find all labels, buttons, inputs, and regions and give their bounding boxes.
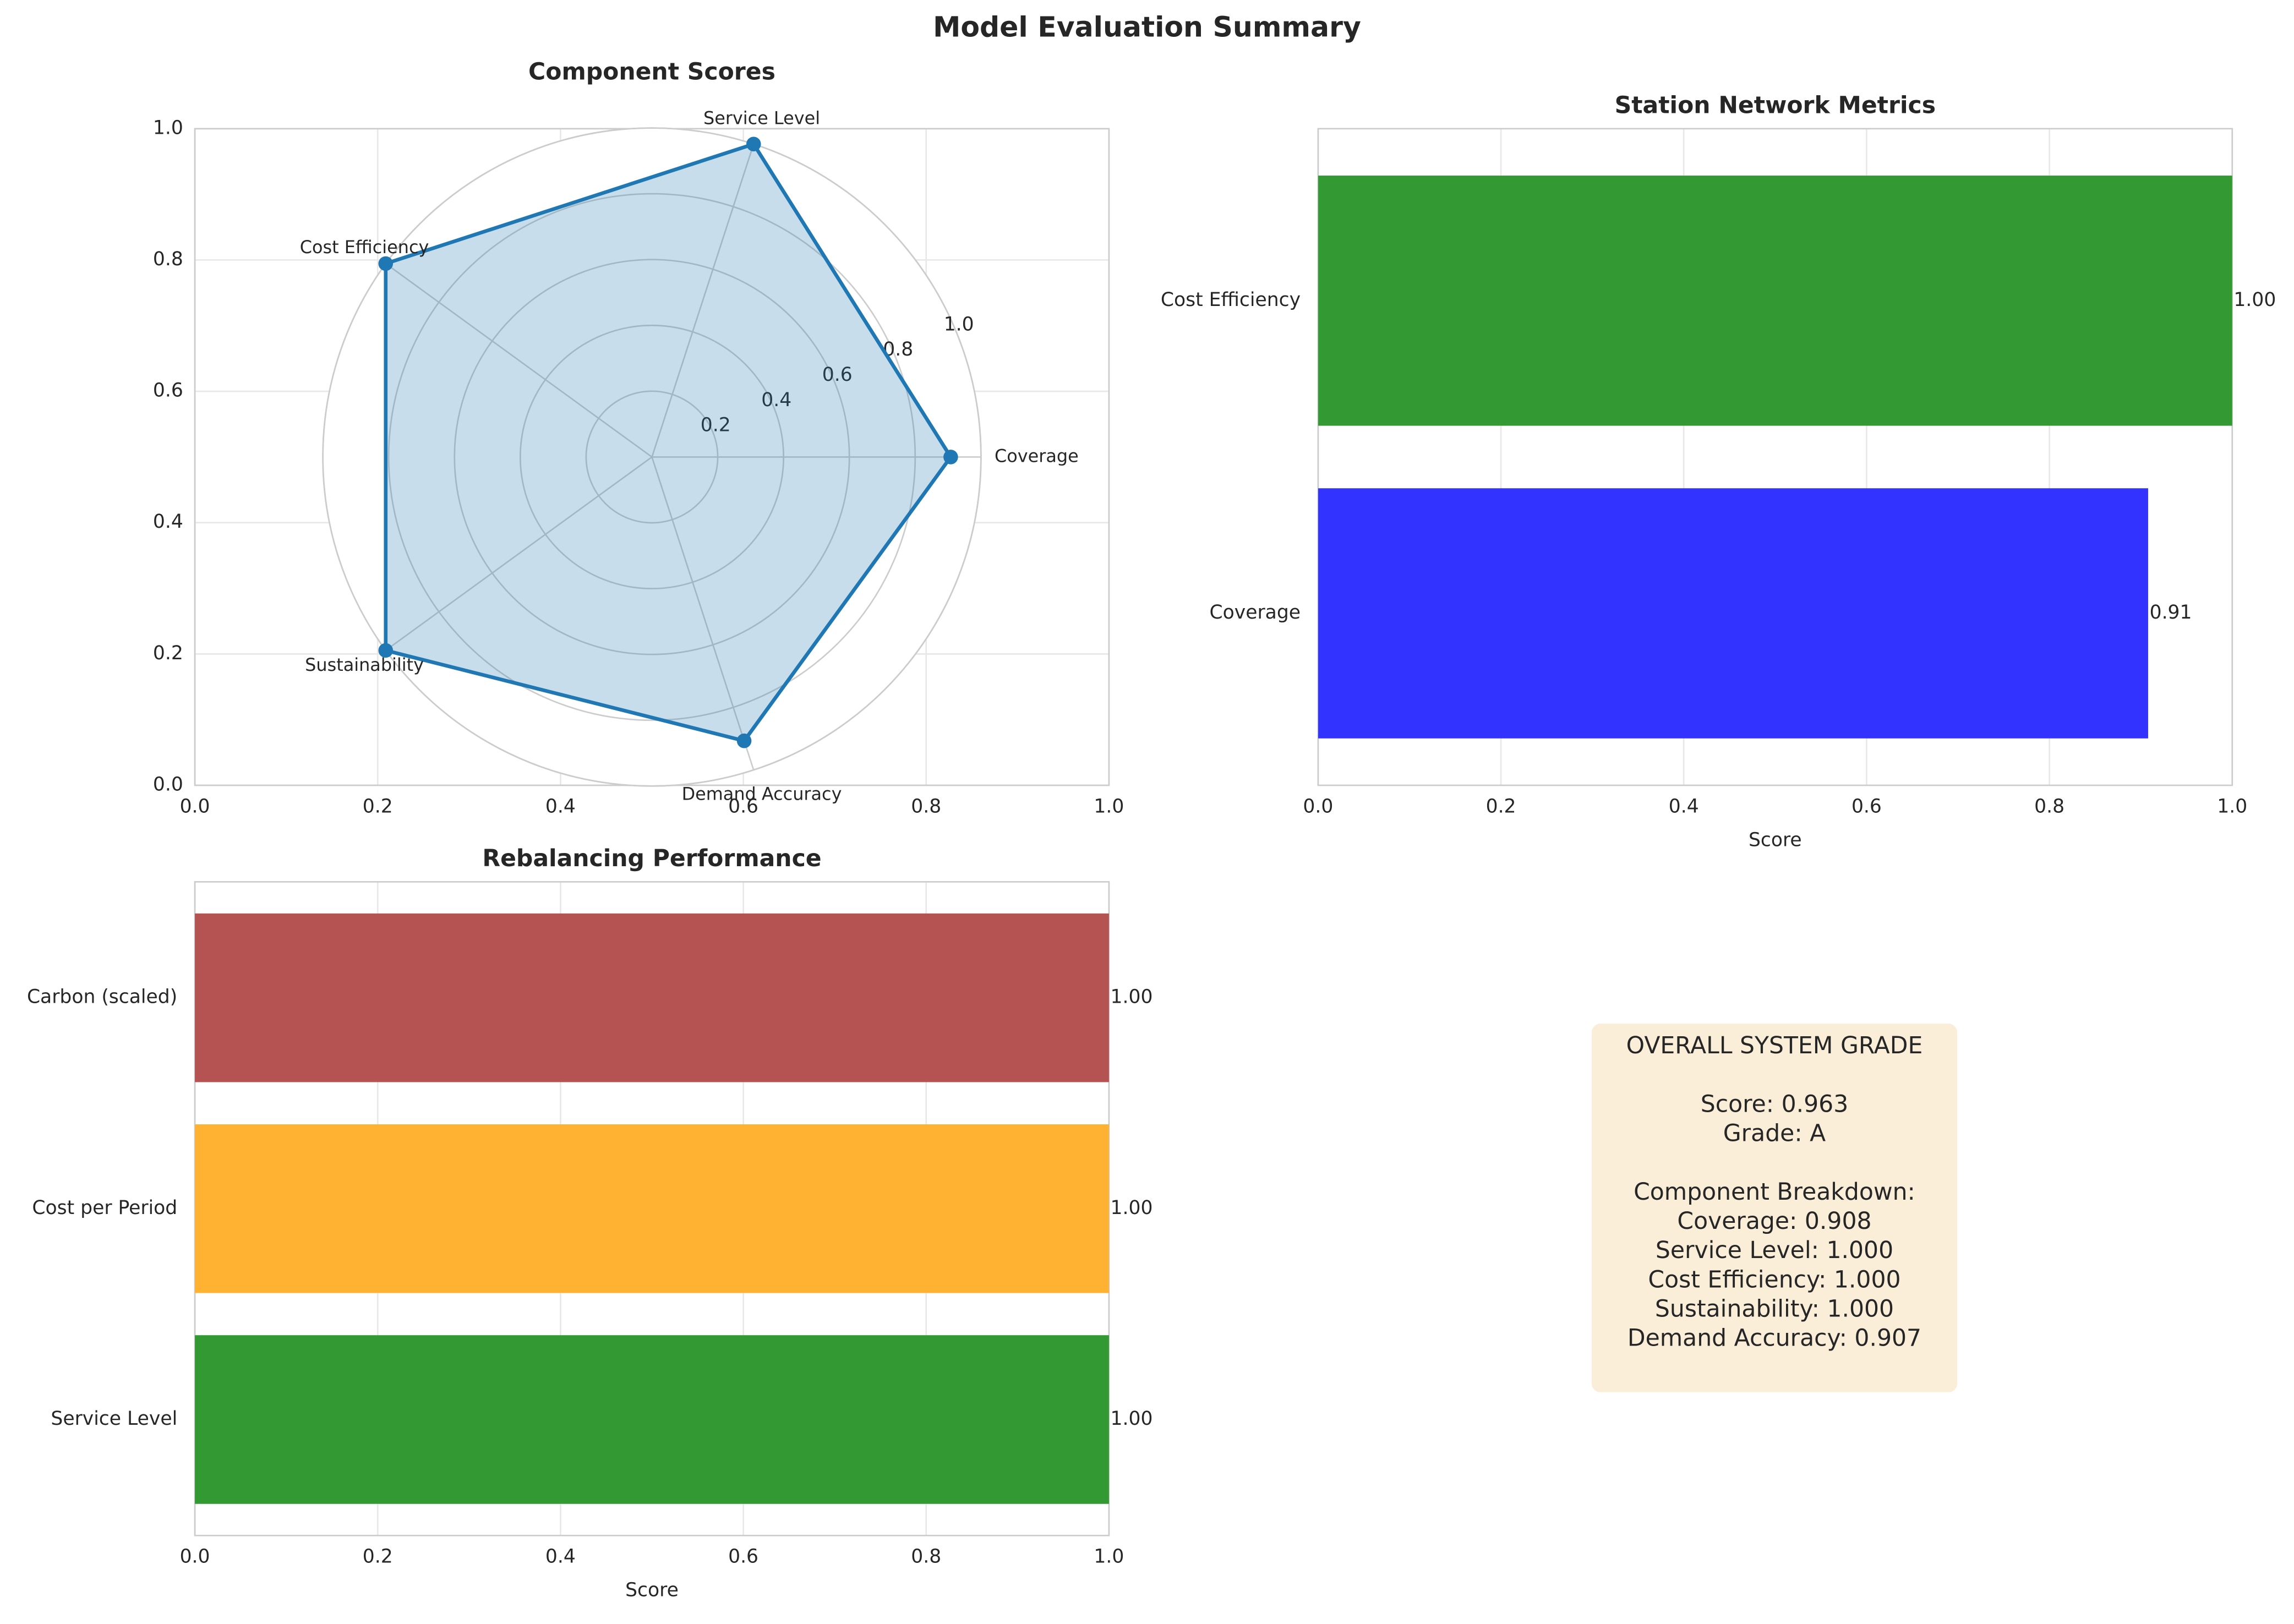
summary-line: Component Breakdown: (1634, 1179, 1915, 1206)
radar-point (943, 450, 958, 464)
bar (195, 913, 1109, 1082)
category-label: Demand Accuracy (682, 784, 842, 805)
summary-line: Cost Efficiency: 1.000 (1648, 1266, 1900, 1293)
y-tick-label: Coverage (1210, 602, 1301, 624)
spoke (651, 457, 755, 770)
radar-point (378, 643, 394, 658)
y-tick-label: 1.0 (153, 117, 183, 139)
x-axis-label: Score (1749, 829, 1802, 851)
y-tick-label: 0.0 (153, 773, 183, 795)
y-tick-label: Cost per Period (32, 1197, 177, 1219)
x-axis-label: Score (625, 1579, 679, 1601)
x-tick-label: 0.6 (728, 1546, 758, 1568)
y-tick-label: 0.4 (153, 511, 183, 533)
summary-line: OVERALL SYSTEM GRADE (1626, 1032, 1923, 1059)
x-tick-label: 0.4 (545, 795, 576, 817)
figure-title: Model Evaluation Summary (933, 11, 1361, 43)
category-label: Service Level (703, 107, 820, 128)
category-label: Coverage (995, 445, 1079, 466)
chart-title: Rebalancing Performance (482, 845, 821, 872)
summary-line: Coverage: 0.908 (1677, 1208, 1871, 1235)
bar (1318, 488, 2148, 739)
x-tick-label: 0.2 (363, 1546, 393, 1568)
x-tick-label: 0.8 (911, 795, 941, 817)
r-tick-label: 0.4 (761, 389, 791, 411)
summary-line: Score: 0.963 (1701, 1091, 1849, 1118)
r-tick-label: 0.6 (822, 364, 853, 386)
radar-area (384, 141, 953, 743)
x-tick-label: 0.0 (180, 795, 210, 817)
bar (195, 1335, 1109, 1504)
summary-box (1591, 1024, 1958, 1392)
x-tick-label: 0.8 (911, 1546, 941, 1568)
x-tick-label: 0.4 (1669, 795, 1699, 817)
x-tick-label: 0.0 (180, 1546, 210, 1568)
category-label: Cost Efficiency (300, 237, 429, 258)
bar (195, 1124, 1109, 1293)
y-tick-label: Carbon (scaled) (27, 986, 177, 1008)
summary-line: Demand Accuracy: 0.907 (1627, 1325, 1921, 1352)
spoke (385, 263, 653, 458)
x-tick-label: 0.0 (1303, 795, 1333, 817)
value-label: 1.00 (2233, 289, 2276, 311)
axes-frame (1317, 128, 2233, 786)
x-tick-label: 0.8 (2034, 795, 2064, 817)
x-tick-label: 0.6 (1851, 795, 1882, 817)
spoke (385, 456, 653, 651)
radar-point (736, 733, 752, 748)
r-tick-label: 1.0 (944, 313, 974, 335)
value-label: 1.00 (1111, 1197, 1153, 1219)
y-tick-label: 0.6 (153, 380, 183, 402)
radar-point (378, 256, 394, 271)
y-tick-label: 0.2 (153, 642, 183, 664)
x-tick-label: 1.0 (1094, 1546, 1124, 1568)
category-label: Sustainability (305, 654, 424, 675)
value-label: 0.91 (2150, 602, 2192, 624)
x-tick-label: 0.4 (545, 1546, 576, 1568)
chart-title: Station Network Metrics (1615, 92, 1936, 119)
r-tick-label: 0.2 (701, 414, 731, 436)
value-label: 1.00 (1111, 986, 1153, 1008)
spoke (651, 144, 755, 457)
summary-line: Grade: A (1723, 1120, 1826, 1147)
bar (1318, 176, 2232, 426)
x-tick-label: 0.2 (1486, 795, 1516, 817)
y-tick-label: 0.8 (153, 248, 183, 270)
x-tick-label: 0.6 (728, 795, 758, 817)
x-tick-label: 0.2 (363, 795, 393, 817)
x-tick-label: 1.0 (1094, 795, 1124, 817)
y-tick-label: Service Level (51, 1408, 177, 1430)
x-tick-label: 1.0 (2217, 795, 2247, 817)
y-tick-label: Cost Efficiency (1161, 289, 1301, 311)
radar-point (746, 136, 761, 152)
value-label: 1.00 (1111, 1408, 1153, 1430)
chart-title: Component Scores (528, 58, 775, 85)
summary-line: Sustainability: 1.000 (1655, 1295, 1894, 1322)
summary-line: Service Level: 1.000 (1656, 1237, 1893, 1264)
